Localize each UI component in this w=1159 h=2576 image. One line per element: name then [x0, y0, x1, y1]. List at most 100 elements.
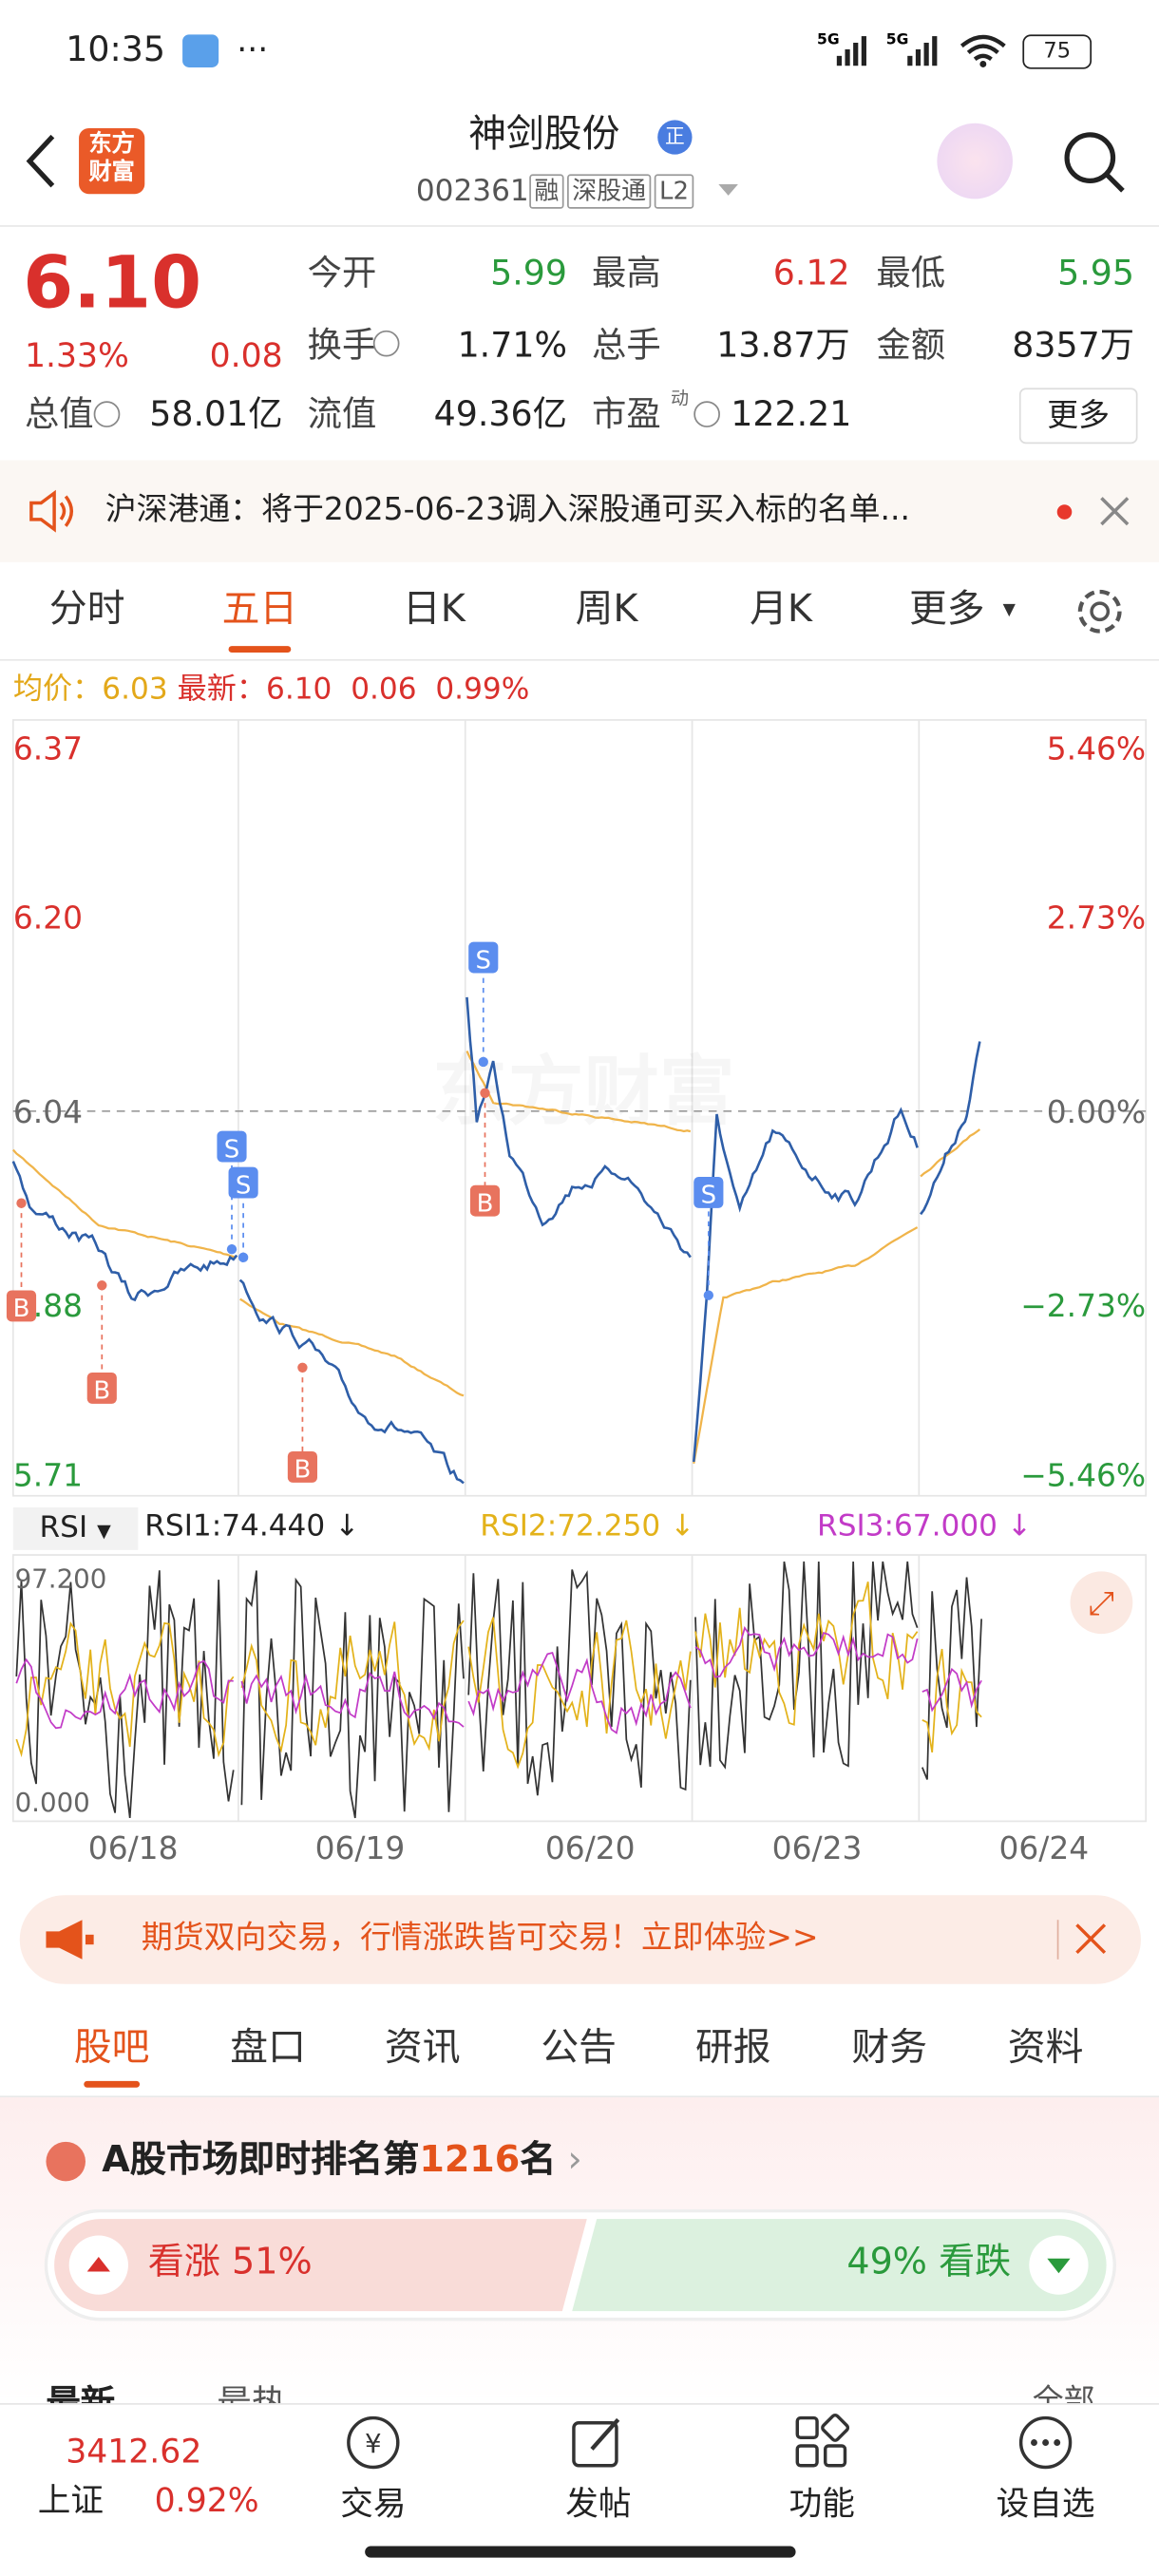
- assistant-avatar[interactable]: [937, 123, 1013, 199]
- home-indicator: [365, 2546, 796, 2558]
- nav-label[interactable]: 设自选: [996, 2483, 1095, 2524]
- price-label: 6.20: [13, 900, 83, 937]
- nav-label[interactable]: 交易: [340, 2483, 407, 2524]
- rsi2-text: RSI2:72.250: [480, 1508, 661, 1544]
- up-vote[interactable]: 看涨 51%: [148, 2245, 313, 2282]
- trade-dot: [16, 1198, 27, 1208]
- section-tab[interactable]: 公告: [541, 2026, 617, 2070]
- chart-tab[interactable]: 日K: [402, 588, 466, 632]
- chart-tab[interactable]: 分时: [48, 588, 125, 632]
- pct-label: −5.46%: [1020, 1456, 1146, 1493]
- trade-label: B: [477, 1189, 494, 1218]
- rsi-line: [15, 1582, 982, 1770]
- notice-text: 沪深港通：将于2025-06-23调入深股通可买入标的名单...: [104, 491, 910, 528]
- expand-button[interactable]: ⤢: [1070, 1571, 1133, 1635]
- nav-icon[interactable]: [792, 2413, 851, 2472]
- svg-text:5G: 5G: [817, 31, 840, 48]
- logo-top: 东方: [88, 131, 135, 159]
- field-value: 1.71%: [457, 325, 568, 366]
- icon-part: ¥: [365, 2428, 382, 2459]
- watermark: 东方财富: [432, 1048, 734, 1136]
- back-button[interactable]: [20, 131, 63, 190]
- nav-icon[interactable]: [1016, 2413, 1074, 2472]
- up-pct: 51%: [232, 2242, 313, 2283]
- rsi3-text: RSI3:67.000: [817, 1508, 998, 1544]
- divider: [0, 2095, 1159, 2098]
- icon-part: [1042, 2439, 1050, 2446]
- chart-tab[interactable]: 五日: [221, 588, 298, 632]
- notice-bar[interactable]: [0, 460, 1159, 562]
- down-pct: 49%: [846, 2242, 927, 2283]
- badge: 正: [657, 120, 693, 155]
- trade-dot: [238, 1252, 249, 1263]
- pct-label: 5.46%: [1047, 729, 1146, 767]
- ranking[interactable]: A股市场即时排名第1216名 ›: [102, 2140, 582, 2182]
- weather-icon: [182, 34, 219, 67]
- tab-underline: [228, 646, 292, 653]
- field-label: 金额: [876, 325, 946, 366]
- ranking-suffix: 名: [520, 2140, 557, 2182]
- section-tab[interactable]: 盘口: [230, 2026, 306, 2070]
- rsi-selector-label: RSI: [39, 1510, 88, 1545]
- rsi-frame: [11, 1554, 1148, 1823]
- change: 0.08: [209, 335, 283, 375]
- svg-text:5G: 5G: [886, 31, 909, 48]
- price-label: 5.71: [13, 1456, 83, 1493]
- section-tab[interactable]: 股吧: [73, 2026, 150, 2070]
- icon-part: [821, 2413, 850, 2442]
- tag: 融: [529, 174, 564, 209]
- chart-tab[interactable]: 周K: [575, 588, 638, 632]
- nav-icon[interactable]: [569, 2413, 628, 2472]
- field-label: 今开: [307, 253, 377, 294]
- trade-badge: [6, 1290, 37, 1322]
- chart-tab[interactable]: 月K: [750, 588, 812, 632]
- rsi-selector[interactable]: RSI ▼: [12, 1506, 139, 1550]
- down-label: 看跌: [939, 2242, 1012, 2283]
- section-tab[interactable]: 研报: [695, 2026, 771, 2070]
- trade-badge: [217, 1130, 247, 1163]
- trade-badge: [469, 1184, 501, 1217]
- more-button[interactable]: 更多: [1018, 388, 1138, 445]
- down-vote[interactable]: 49% 看跌: [846, 2245, 1011, 2282]
- field-value: 6.12: [772, 253, 850, 294]
- field-value: 49.36亿: [433, 394, 568, 434]
- ad-separator: [1056, 1920, 1059, 1960]
- nav-icon[interactable]: ¥: [344, 2413, 403, 2472]
- trade-badge: [228, 1166, 258, 1199]
- trade-dot: [226, 1243, 238, 1255]
- section-tab[interactable]: 资料: [1007, 2026, 1084, 2070]
- tab-caret: ▼: [1002, 601, 1016, 620]
- nav-label[interactable]: 功能: [788, 2483, 855, 2524]
- stock-name: 神剑股份: [468, 113, 620, 157]
- change-pct: 1.33%: [24, 335, 129, 375]
- date-label: 06/19: [314, 1830, 406, 1867]
- section-tab[interactable]: 财务: [851, 2026, 928, 2070]
- trade-dot: [97, 1280, 107, 1291]
- megaphone-icon: [46, 1920, 94, 1960]
- section-tab[interactable]: 资讯: [384, 2026, 461, 2070]
- settings-button[interactable]: [1074, 585, 1126, 637]
- search-button[interactable]: [1060, 128, 1130, 198]
- chart-tab[interactable]: 更多: [908, 588, 985, 632]
- price-label: 6.37: [13, 729, 83, 767]
- pe-sup: 动: [671, 388, 690, 409]
- ad-banner[interactable]: [19, 1895, 1141, 1984]
- field-value: 122.21: [731, 394, 852, 434]
- tag: L2: [654, 174, 694, 209]
- signal-icons: 5G 5G: [817, 31, 1006, 67]
- index-value[interactable]: 3412.62: [66, 2431, 202, 2471]
- trade-label: S: [224, 1135, 239, 1164]
- dropdown-icon[interactable]: [718, 183, 738, 198]
- field-value: 5.99: [490, 253, 568, 294]
- trade-dot: [478, 1056, 488, 1068]
- field-label: 换手: [307, 325, 377, 366]
- trade-badge: [468, 941, 499, 974]
- ad-close[interactable]: [1075, 1923, 1107, 1955]
- nav-label[interactable]: 发帖: [565, 2483, 632, 2524]
- field-value: 58.01亿: [149, 394, 283, 434]
- close-notice[interactable]: [1100, 497, 1130, 526]
- ranking-rank: 1216: [419, 2140, 521, 2182]
- field-value: 8357万: [1012, 325, 1135, 366]
- field-label: 最低: [876, 253, 946, 294]
- average-line: [11, 1051, 981, 1465]
